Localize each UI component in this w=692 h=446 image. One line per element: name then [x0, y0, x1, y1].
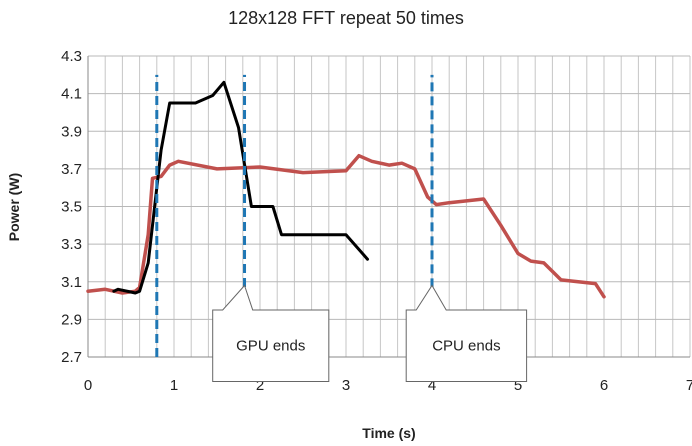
- x-tick-label: 3: [342, 377, 350, 394]
- callout-label: GPU ends: [236, 338, 305, 355]
- x-tick-label: 4: [428, 377, 436, 394]
- series-lines: [86, 80, 606, 299]
- y-tick-label: 3.5: [61, 199, 82, 216]
- y-tick-label: 2.9: [61, 311, 82, 328]
- y-tick-label: 3.3: [61, 236, 82, 253]
- tick-labels: 2.7 2.9 3.1 3.3 3.5 3.7 3.9 4.1 4.3 0 1 2 3 4 5 6 7: [61, 48, 692, 394]
- y-tick-label: 3.7: [61, 161, 82, 178]
- x-tick-label: 0: [84, 377, 92, 394]
- y-tick-label: 4.3: [61, 48, 82, 65]
- x-axis-label: Time (s): [362, 425, 415, 441]
- x-tick-label: 7: [686, 377, 692, 394]
- grid: [87, 55, 691, 358]
- cpu-power-line: [86, 153, 606, 299]
- callout-label: CPU ends: [432, 338, 500, 355]
- y-tick-label: 3.9: [61, 123, 82, 140]
- x-tick-label: 6: [600, 377, 608, 394]
- callout-box: [212, 284, 330, 382]
- x-tick-label: 2: [256, 377, 264, 394]
- x-tick-label: 5: [514, 377, 522, 394]
- y-tick-label: 3.1: [61, 274, 82, 291]
- y-tick-label: 2.7: [61, 349, 82, 366]
- chart-title: 128x128 FFT repeat 50 times: [228, 8, 464, 28]
- annotations: GPU ends CPU ends: [212, 284, 528, 382]
- y-axis-label: Power (W): [6, 173, 22, 241]
- y-tick-label: 4.1: [61, 86, 82, 103]
- callout-box: [405, 284, 528, 382]
- x-tick-label: 1: [170, 377, 178, 394]
- gpu-power-line: [112, 80, 369, 295]
